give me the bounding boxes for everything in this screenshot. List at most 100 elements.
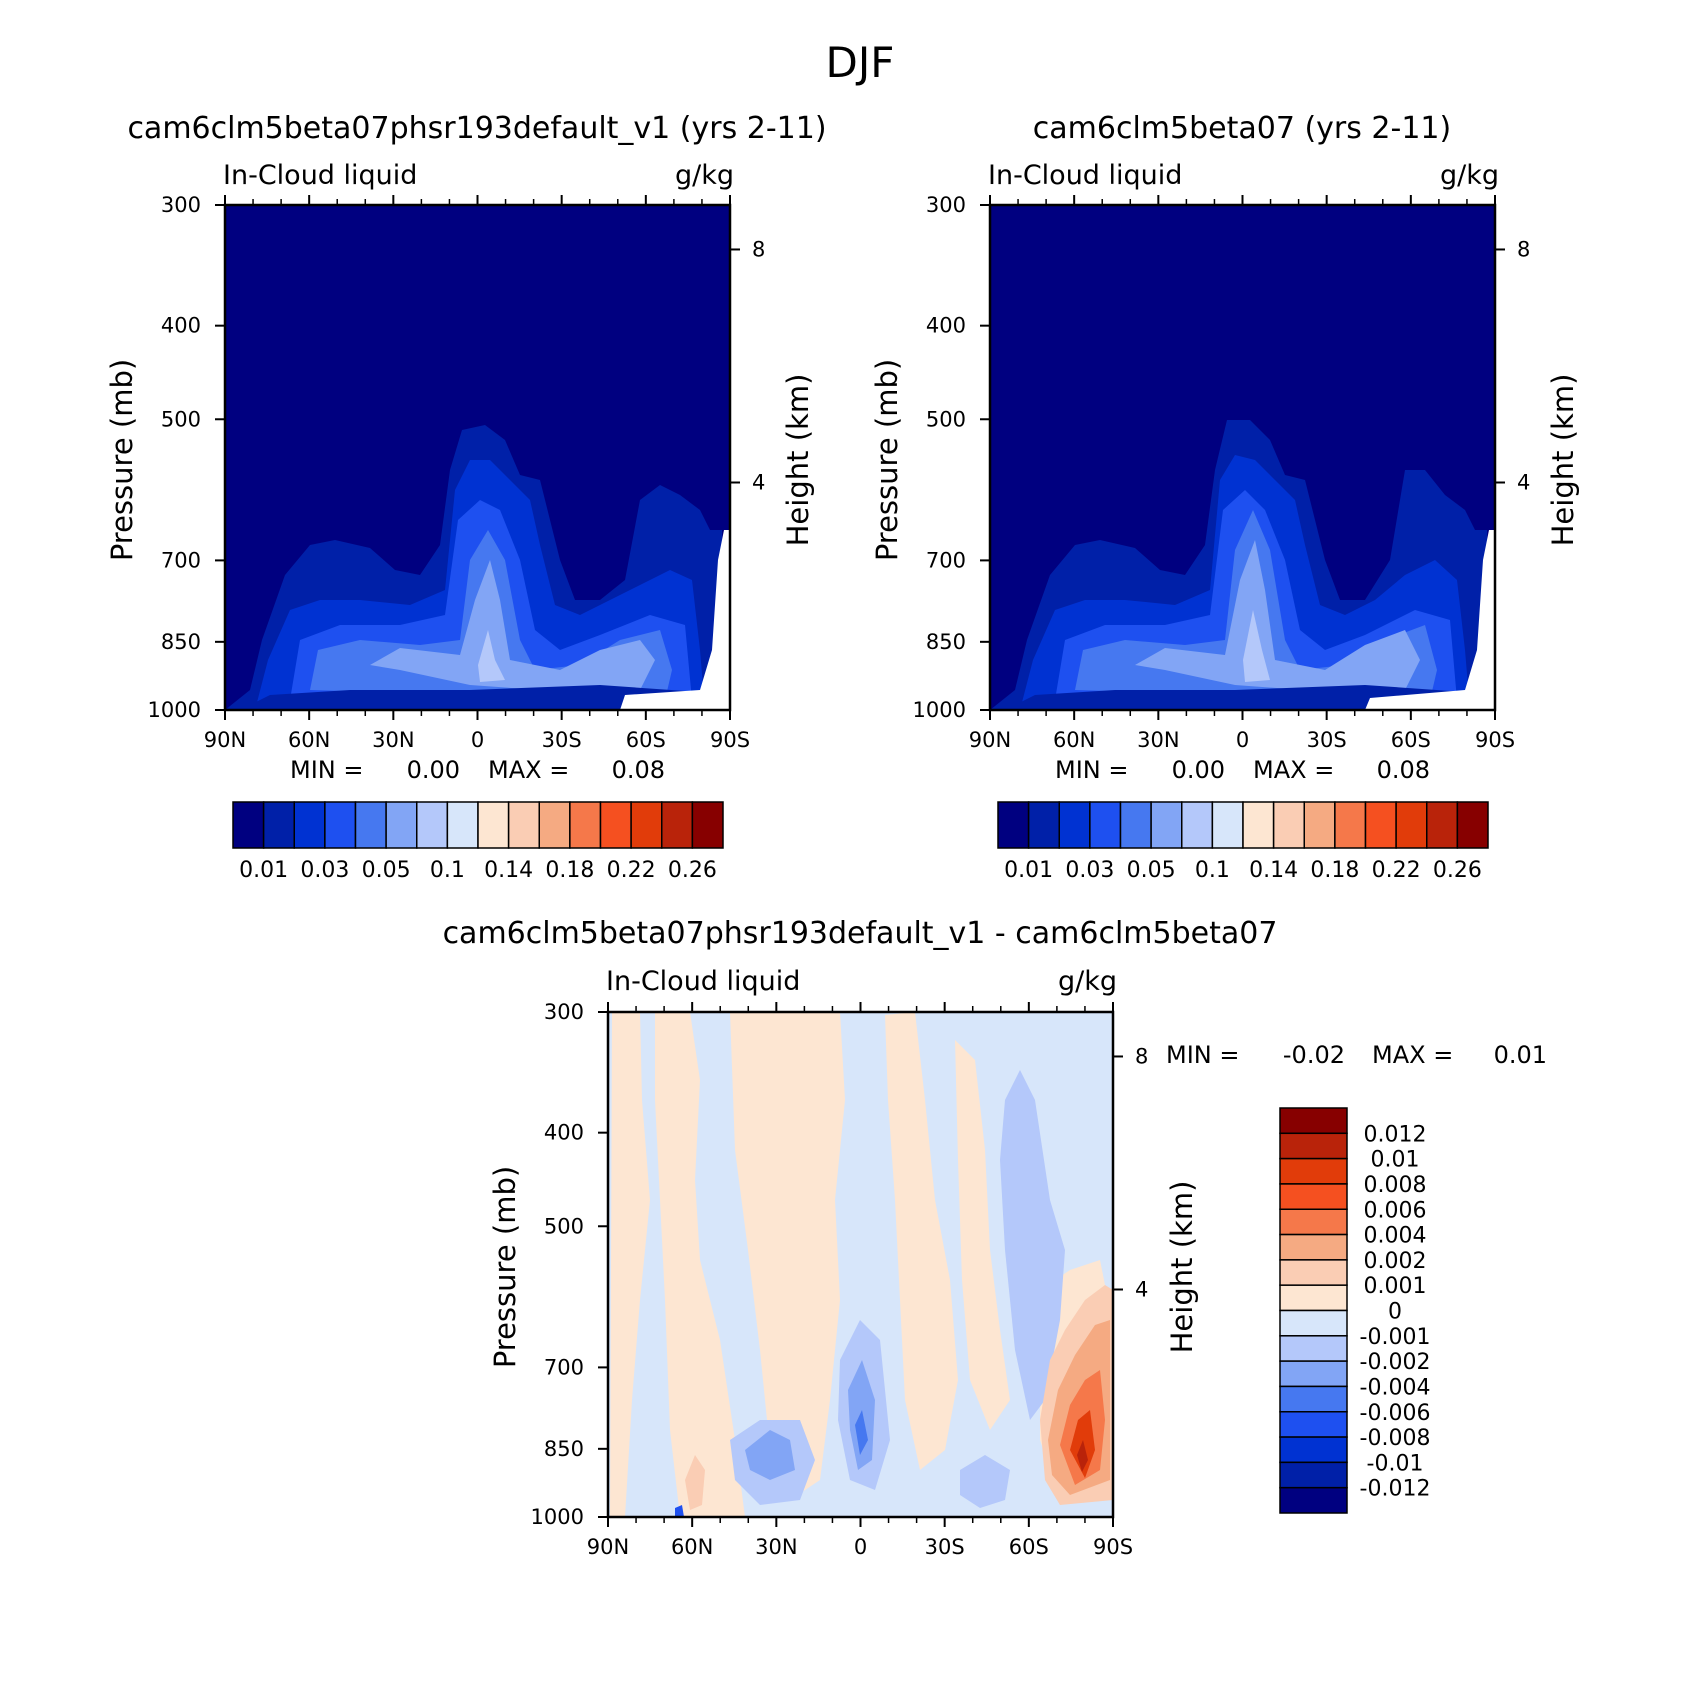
panel-title: cam6clm5beta07phsr193default_v1 (yrs 2-1… [127, 111, 826, 146]
x-tick-label: 90N [587, 1535, 629, 1559]
colorbar-swatch [997, 801, 1030, 849]
y2-tick-label: 4 [1517, 470, 1530, 494]
max-value: 0.08 [612, 756, 665, 784]
min-value: 0.00 [1172, 756, 1225, 784]
y-tick-label: 300 [161, 193, 201, 217]
colorbar-swatch [507, 801, 540, 849]
y2-axis-label: Height (km) [1165, 1181, 1199, 1354]
panel-top-left: cam6clm5beta07phsr193default_v1 (yrs 2-1… [105, 111, 827, 883]
x-tick-label: 30N [372, 728, 414, 752]
colorbar-swatch [661, 801, 694, 849]
colorbar-swatch [324, 801, 357, 849]
colorbar: 0.01 0.03 0.05 0.1 0.14 0.18 0.22 0.26 [232, 801, 724, 883]
x-tick-label: 0 [854, 1535, 867, 1559]
min-label: MIN = [1055, 756, 1128, 784]
colorbar-swatch [1279, 1183, 1348, 1210]
colorbar-swatch [1279, 1233, 1348, 1261]
min-label: MIN = [1166, 1041, 1239, 1069]
max-value: 0.01 [1494, 1041, 1547, 1069]
min-label: MIN = [290, 756, 363, 784]
y-tick-label: 400 [926, 314, 966, 338]
y-tick-label: 1000 [913, 698, 966, 722]
colorbar-swatch [1279, 1309, 1348, 1337]
colorbar-label: -0.006 [1360, 1401, 1431, 1426]
colorbar-label: 0.22 [607, 858, 656, 883]
colorbar-swatch [262, 801, 295, 849]
y-tick-label: 500 [926, 407, 966, 431]
contour-level-5 [370, 560, 655, 700]
x-tick-label: 30S [1307, 728, 1347, 752]
x-tick-label: 60N [671, 1535, 713, 1559]
contour-positive [610, 1012, 650, 1517]
colorbar-swatch [1242, 801, 1275, 849]
units-label: g/kg [1058, 966, 1117, 997]
y2-tick-label: 8 [1517, 237, 1530, 261]
colorbar-swatch [385, 801, 418, 849]
colorbar-label: 0.26 [668, 858, 717, 883]
y-tick-label: 850 [926, 630, 966, 654]
colorbar-swatch [1395, 801, 1428, 849]
colorbar-swatch [1211, 801, 1244, 849]
colorbar: 0.0120.010.0080.0060.0040.0020.0010-0.00… [1279, 1107, 1431, 1514]
axes: 90N 60N 30N 0 30S 60S 90S 300 400 500 700 850 1000 8 4 [913, 193, 1531, 752]
axes: 90N 60N 30N 0 30S 60S 90S 300 400 500 700 850 1000 8 4 [148, 193, 766, 752]
colorbar-label: 0.01 [1004, 858, 1053, 883]
x-tick-label: 30S [925, 1535, 965, 1559]
contour-level-7 [1005, 685, 1465, 710]
colorbar-swatch [1303, 801, 1336, 849]
panel-title: cam6clm5beta07 (yrs 2-11) [1033, 111, 1451, 146]
colorbar-swatch [1279, 1385, 1348, 1413]
colorbar-label: 0.26 [1433, 858, 1482, 883]
min-value: 0.00 [407, 756, 460, 784]
colorbar-label: -0.004 [1360, 1375, 1431, 1400]
max-value: 0.08 [1377, 756, 1430, 784]
x-tick-label: 90S [710, 728, 750, 752]
colorbar-label: -0.002 [1360, 1350, 1431, 1375]
colorbar-label: 0.03 [1065, 858, 1114, 883]
y2-axis-label: Height (km) [1546, 374, 1580, 547]
y-tick-label: 850 [544, 1437, 584, 1461]
y-tick-label: 850 [161, 630, 201, 654]
colorbar-label: 0.012 [1364, 1122, 1427, 1147]
colorbar-label: 0.002 [1364, 1249, 1427, 1274]
colorbar-swatch [1279, 1486, 1348, 1514]
y2-tick-label: 8 [1135, 1044, 1148, 1068]
colorbar-label: 0.18 [1310, 858, 1359, 883]
colorbar-swatch [1279, 1132, 1348, 1160]
colorbar-swatch [1279, 1157, 1348, 1185]
colorbar-label: 0.14 [1249, 858, 1298, 883]
contour-positive [1077, 1440, 1088, 1472]
colorbar-swatch [538, 801, 571, 849]
y-tick-label: 1000 [148, 698, 201, 722]
x-tick-label: 90S [1093, 1535, 1133, 1559]
contour-level-6 [478, 630, 505, 682]
colorbar-swatch [1279, 1436, 1348, 1464]
y-axis-label: Pressure (mb) [870, 359, 904, 561]
colorbar-label: 0.01 [1371, 1148, 1420, 1173]
colorbar-swatch [1181, 801, 1214, 849]
colorbar-label: -0.008 [1360, 1426, 1431, 1451]
y2-tick-label: 4 [752, 470, 765, 494]
y-tick-label: 500 [544, 1214, 584, 1238]
colorbar-swatch [446, 801, 479, 849]
colorbar-swatch [1150, 801, 1183, 849]
colorbar-swatch [630, 801, 663, 849]
y-tick-label: 1000 [531, 1505, 584, 1529]
colorbar-swatch [1119, 801, 1152, 849]
colorbar-swatch [1279, 1360, 1348, 1388]
colorbar-swatch [293, 801, 326, 849]
colorbar-swatch [1058, 801, 1091, 849]
contour-negative [675, 1505, 684, 1517]
y-tick-label: 300 [926, 193, 966, 217]
contour-negative [745, 1430, 795, 1480]
x-tick-label: 60S [1391, 728, 1431, 752]
x-tick-label: 0 [471, 728, 484, 752]
x-tick-label: 30N [1137, 728, 1179, 752]
colorbar: 0.01 0.03 0.05 0.1 0.14 0.18 0.22 0.26 [997, 801, 1489, 883]
colorbar-label: 0.008 [1364, 1173, 1427, 1198]
colorbar-swatch [477, 801, 510, 849]
x-tick-label: 60S [626, 728, 666, 752]
colorbar-swatch [1334, 801, 1367, 849]
colorbar-label: 0.1 [430, 858, 465, 883]
